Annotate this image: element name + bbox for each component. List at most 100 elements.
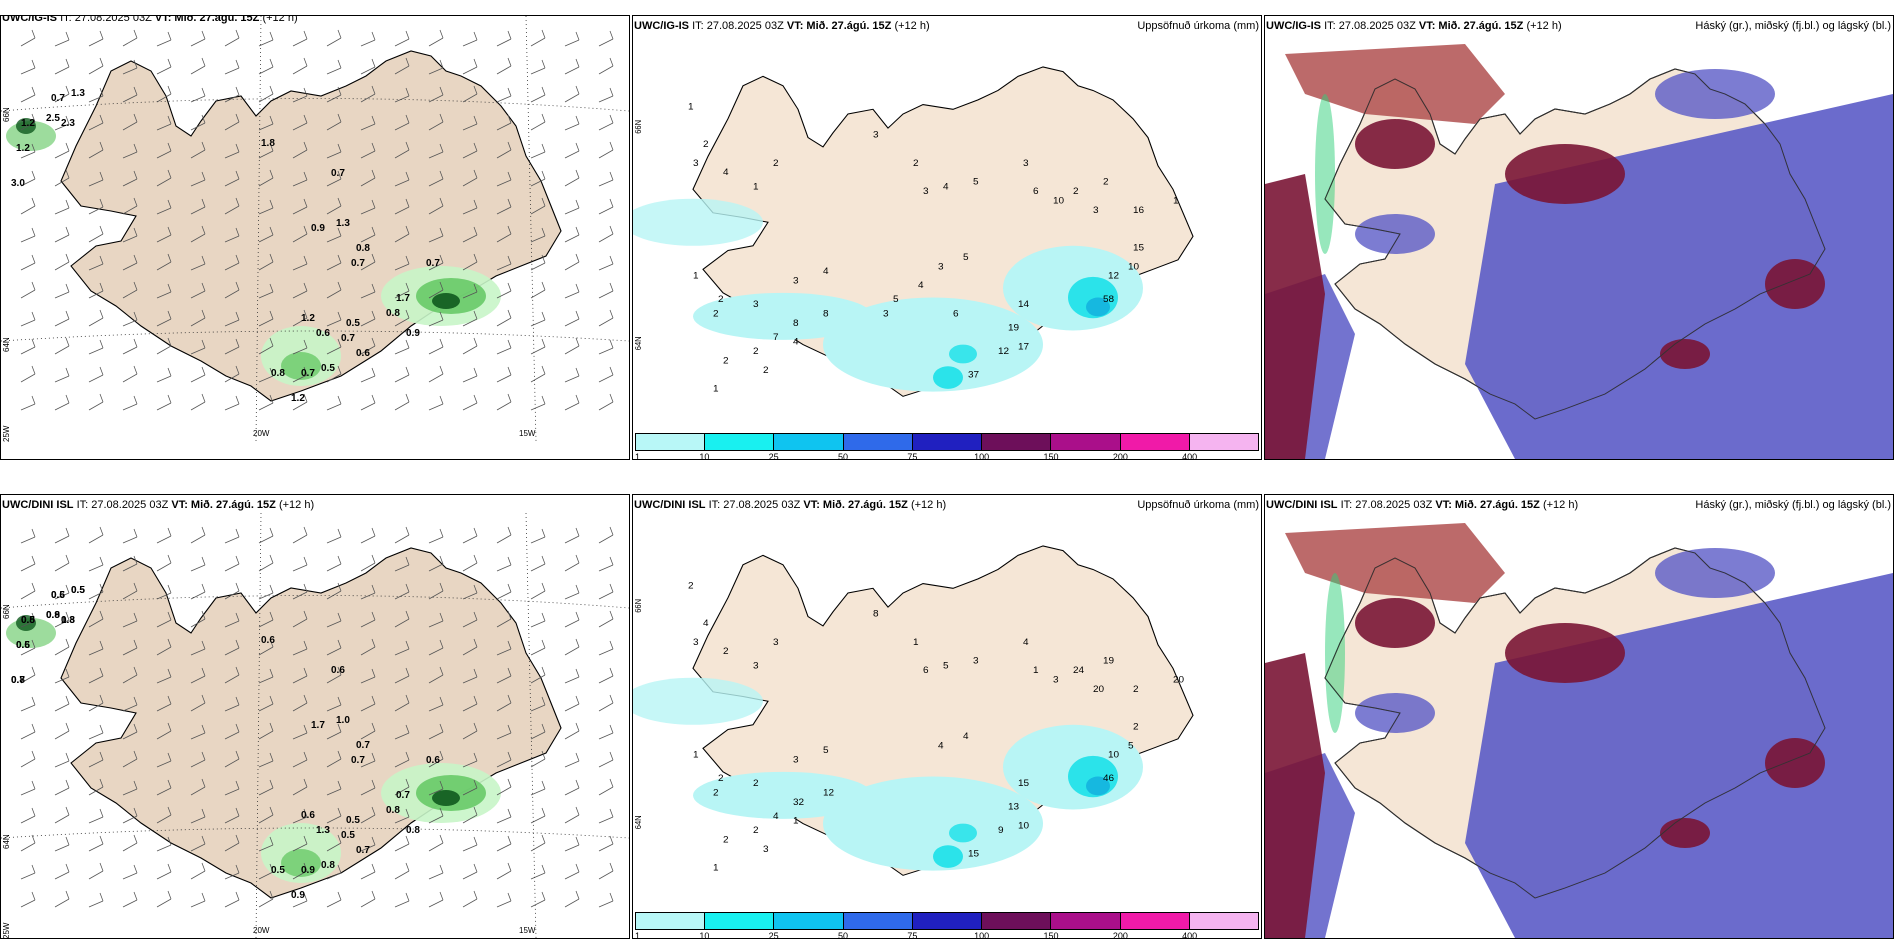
wind-barb [122,373,138,383]
value-label: 0.5 [51,590,65,601]
value-label: 2 [703,139,709,150]
wind-barb-feather [31,834,36,844]
wind-barb-feather [575,226,580,236]
wind-barb-feather [609,808,614,818]
wind-barb-feather [609,667,614,677]
wind-barb [54,730,70,740]
wind-barbs [20,29,614,411]
wind-barb [292,233,308,243]
wind-barb-feather [235,696,240,706]
wind-barb [462,676,478,684]
wind-barb-feather [405,87,410,97]
value-label: 1 [753,182,759,193]
value-label: 4 [773,811,779,822]
wind-barb [54,66,70,75]
wind-barb-feather [609,114,614,124]
wind-barb-feather [269,169,274,179]
wind-barb-feather [541,365,546,375]
value-label: 0.8 [271,368,285,379]
wind-barb [156,676,172,684]
wind-barb-feather [507,808,512,818]
wind-barb-feather [201,583,206,593]
wind-barb [326,758,342,768]
wind-barb-feather [371,668,376,678]
wind-barb [598,732,614,740]
value-label: 1 [713,384,719,395]
wind-barb-feather [133,29,138,39]
latitude-label: 64N [634,336,643,350]
parallel-66n [1,98,629,112]
wind-barb-feather [65,169,70,179]
wind-barb-feather [371,169,376,179]
wind-barb [156,66,172,75]
latitude-label: 64N [2,337,11,352]
wind-barb-feather [201,862,206,872]
wind-barb-feather [31,29,36,39]
wind-barb-feather [65,115,70,125]
wind-barb-feather [201,724,206,734]
wind-barb [122,674,138,684]
wind-barb [54,676,70,684]
mid-cloud-area [1355,119,1435,169]
wind-barb-feather [65,367,70,377]
wind-barb-feather [575,752,580,762]
precip-colorbar [635,912,1259,930]
value-label: 3 [1093,205,1099,216]
wind-barb [122,235,138,243]
wind-barb [394,263,410,271]
wind-barb [564,535,580,544]
wind-barb [258,787,274,796]
value-label: 2 [723,646,729,657]
wind-barb-feather [337,86,342,96]
wind-barb [598,122,614,131]
wind-barb [326,151,342,159]
wind-barb-feather [507,751,512,761]
wind-barb [258,535,274,544]
longitude-label: 20W [253,429,270,438]
colorbar-segment [705,913,775,929]
wind-barb [156,261,172,271]
wind-barb [190,648,206,656]
wind-barb [190,675,206,684]
wind-barb [54,318,70,327]
wind-barb [496,206,512,215]
wind-barb-feather [337,750,342,760]
iceland-coastline [60,547,562,899]
wind-barb-feather [133,227,138,237]
wind-barb-feather [201,57,206,67]
wind-barb [462,646,478,656]
wind-barb [54,402,70,411]
wind-barb [258,562,274,572]
wind-barb [190,618,206,628]
wind-barb-feather [31,170,36,180]
wind-barb-feather [303,526,308,536]
wind-barb [428,704,444,712]
wind-barb-feather [269,115,274,125]
wind-barb-feather [65,638,70,648]
wind-barb [88,374,104,383]
wind-barb-feather [473,527,478,537]
latitude-label: 66N [634,120,643,134]
wind-barb-feather [609,309,614,319]
colorbar-segment [774,434,844,450]
wind-barb [462,535,478,544]
wind-barb-feather [99,309,104,319]
wind-barb-feather [269,283,274,293]
wind-barb [598,95,614,103]
wind-barb [360,646,376,656]
wind-barb-feather [575,199,580,209]
wind-barb [564,844,580,852]
wind-barb-feather [303,198,308,208]
wind-barb-feather [609,30,614,40]
wind-barb-feather [235,227,240,237]
wind-barb-feather [201,751,206,761]
wind-barb-feather [235,86,240,96]
colorbar-tick-label: 75 [907,452,918,460]
wind-barb-feather [337,582,342,592]
wind-barb-feather [575,695,580,705]
wind-barb [530,872,546,880]
map-wind-ig: 0.7 1.3 1.2 2.5 1.2 3.0 2.3 1.8 0.7 0.9 1.3 0.8 0.7 1… [1,16,629,459]
wind-barb [224,289,240,299]
wind-barb-feather [575,169,580,179]
colorbar-tick-label: 100 [974,452,990,460]
